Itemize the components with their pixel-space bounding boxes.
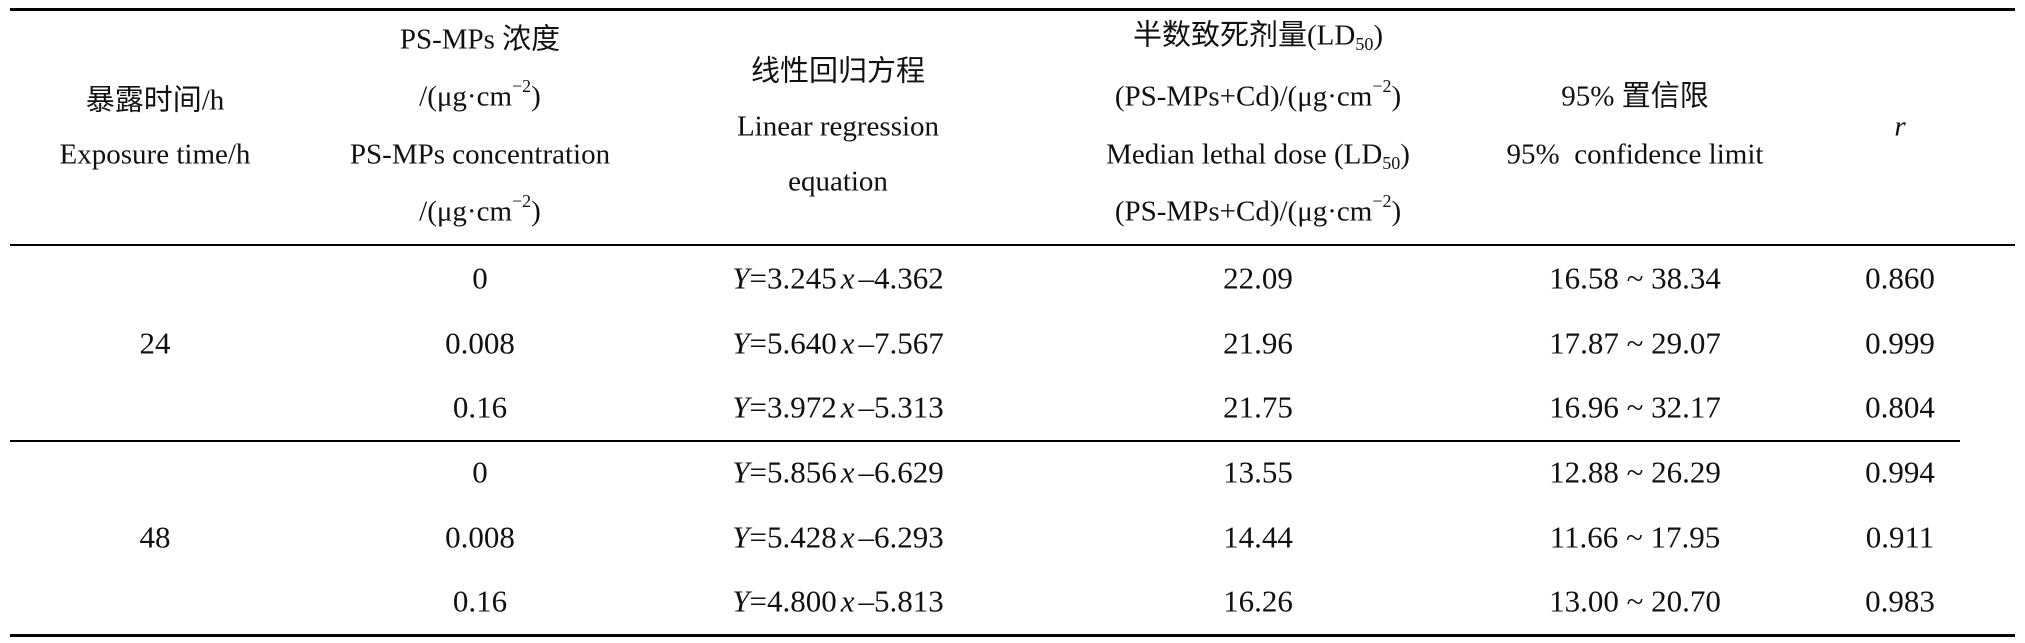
row-conc: 0	[472, 260, 488, 296]
row-confidence: 11.66 ~ 17.95	[1549, 519, 1721, 555]
row-equation: Y=3.972 x –5.313	[732, 389, 944, 425]
row-r: 0.983	[1865, 583, 1935, 619]
header-ld50-zh: 半数致死剂量(LD50)	[1133, 19, 1383, 54]
row-ld50: 14.44	[1223, 519, 1293, 555]
row-confidence: 17.87 ~ 29.07	[1549, 325, 1721, 361]
row-ld50: 21.75	[1223, 389, 1293, 425]
header-concentration-unit-2: /(μg·cm−2)	[419, 191, 541, 228]
bottom-rule	[10, 634, 2015, 637]
row-conc: 0.008	[445, 325, 515, 361]
row-conc: 0	[472, 454, 488, 490]
row-equation: Y=5.428 x –6.293	[732, 519, 944, 555]
row-r: 0.860	[1865, 260, 1935, 296]
ld50-table: 暴露时间/h Exposure time/h PS-MPs 浓度 /(μg·cm…	[10, 0, 2015, 643]
header-equation-en-1: Linear regression	[736, 110, 940, 143]
row-equation: Y=4.800 x –5.813	[732, 583, 944, 619]
row-equation: Y=3.245 x –4.362	[732, 260, 944, 296]
header-concentration-zh: PS-MPs 浓度	[399, 23, 561, 56]
row-conc: 0.008	[445, 519, 515, 555]
row-conc: 0.16	[452, 583, 508, 619]
row-ld50: 22.09	[1223, 260, 1293, 296]
header-ld50-en: Median lethal dose (LD50)	[1106, 138, 1410, 173]
row-ld50: 13.55	[1223, 454, 1293, 490]
header-ld50-unit-2: (PS-MPs+Cd)/(μg·cm−2)	[1114, 191, 1402, 228]
header-ld50-unit-1: (PS-MPs+Cd)/(μg·cm−2)	[1114, 76, 1402, 113]
row-confidence: 13.00 ~ 20.70	[1549, 583, 1721, 619]
row-ld50: 16.26	[1223, 583, 1293, 619]
group-time-24: 24	[139, 325, 171, 361]
header-confidence-zh: 95% 置信限	[1561, 80, 1709, 113]
row-conc: 0.16	[452, 389, 508, 425]
header-equation-zh: 线性回归方程	[750, 55, 926, 88]
header-r: r	[1894, 110, 1906, 143]
header-exposure-time-en: Exposure time/h	[59, 138, 251, 171]
header-exposure-time-zh: 暴露时间/h	[85, 84, 225, 117]
group-divider-rule	[10, 440, 1960, 442]
row-r: 0.911	[1865, 519, 1935, 555]
row-r: 0.994	[1865, 454, 1935, 490]
header-confidence-en: 95% confidence limit	[1506, 138, 1764, 171]
row-equation: Y=5.856 x –6.629	[732, 454, 944, 490]
row-r: 0.999	[1865, 325, 1935, 361]
row-confidence: 16.96 ~ 32.17	[1549, 389, 1721, 425]
row-r: 0.804	[1865, 389, 1935, 425]
group-time-48: 48	[139, 519, 171, 555]
top-rule	[10, 8, 2015, 11]
header-concentration-unit-1: /(μg·cm−2)	[419, 76, 541, 113]
row-confidence: 12.88 ~ 26.29	[1549, 454, 1721, 490]
row-confidence: 16.58 ~ 38.34	[1549, 260, 1721, 296]
header-concentration-en: PS-MPs concentration	[349, 138, 611, 171]
row-equation: Y=5.640 x –7.567	[732, 325, 944, 361]
header-rule	[10, 244, 2015, 246]
header-equation-en-2: equation	[788, 165, 888, 198]
row-ld50: 21.96	[1223, 325, 1293, 361]
